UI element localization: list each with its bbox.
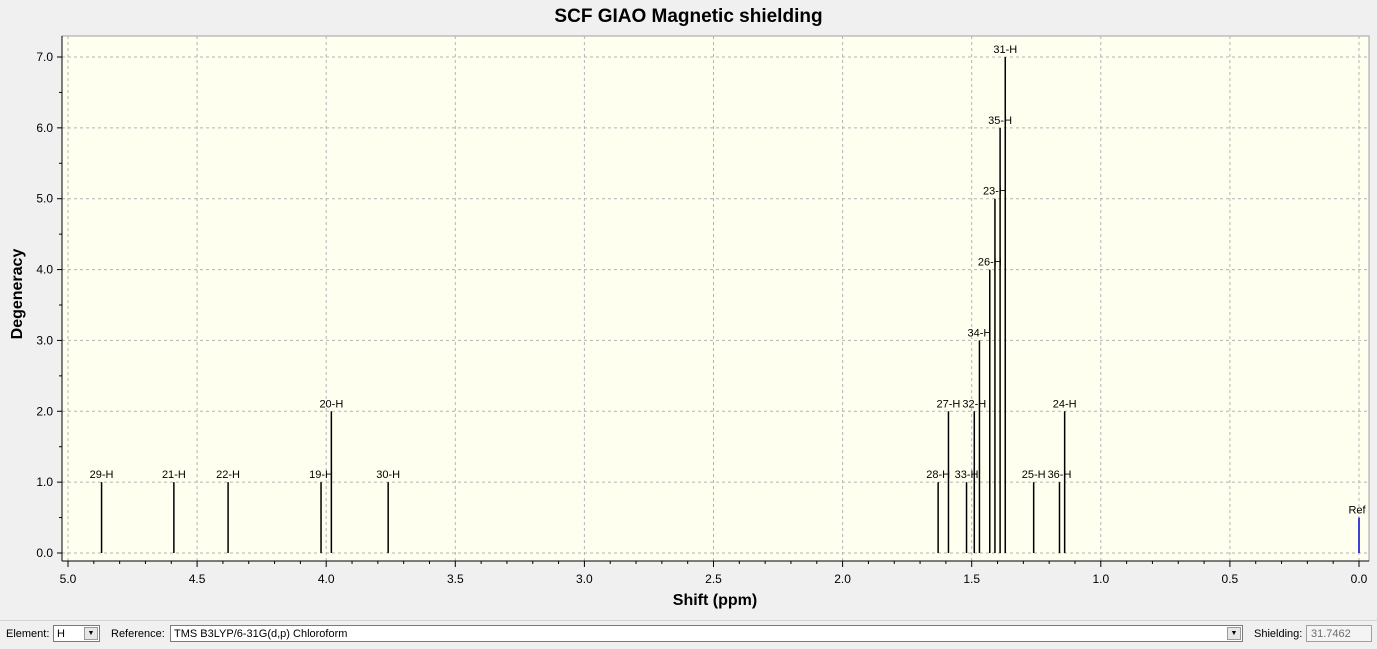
reference-label: Ref <box>1348 505 1366 517</box>
shielding-label: Shielding: <box>1254 628 1303 640</box>
x-tick-label: 0.5 <box>1222 572 1239 586</box>
peak-label: 30-H <box>376 469 400 481</box>
peak-label: 24-H <box>1053 398 1077 410</box>
peak-label: 32-H <box>962 398 986 410</box>
x-axis-label: Shift (ppm) <box>672 592 758 609</box>
y-axis-label: Degeneracy <box>9 248 26 340</box>
peak-label: 19-H <box>309 469 333 481</box>
y-tick-label: 3.0 <box>36 333 53 347</box>
x-tick-label: 3.0 <box>576 572 593 586</box>
y-tick-label: 5.0 <box>36 192 53 206</box>
peak-label: 29-H <box>90 469 114 481</box>
peak-label: 35-H <box>988 115 1012 127</box>
plot-background <box>61 35 1370 562</box>
peak-label: 36-H <box>1048 469 1072 481</box>
x-tick-label: 2.0 <box>834 572 851 586</box>
y-tick-label: 7.0 <box>36 50 53 64</box>
x-tick-label: 1.0 <box>1092 572 1109 586</box>
spectrum-plot: 0.0 1.0 2.0 3.0 4.0 5.0 6.0 7.0 5.0 4.5 4.0 3.5 3.0 2… <box>36 35 1370 586</box>
chart-title: SCF GIAO Magnetic shielding <box>554 6 823 27</box>
y-tick-label: 0.0 <box>36 546 53 560</box>
reference-select[interactable]: TMS B3LYP/6-31G(d,p) Chloroform ▼ <box>170 625 1243 642</box>
x-tick-label: 4.5 <box>189 572 206 586</box>
y-tick-label: 2.0 <box>36 404 53 418</box>
peak-label: 25-H <box>1022 469 1046 481</box>
x-tick-label: 3.5 <box>447 572 464 586</box>
x-tick-label: 4.0 <box>318 572 335 586</box>
bottom-toolbar: Element: H ▼ Reference: TMS B3LYP/6-31G(… <box>0 620 1377 649</box>
peak-label: 26-H <box>978 257 1002 269</box>
shielding-value: 31.7462 <box>1311 628 1351 640</box>
peak-label: 28-H <box>926 469 950 481</box>
element-select[interactable]: H ▼ <box>53 625 100 642</box>
peak-label: 34-H <box>968 327 992 339</box>
peak-label: 21-H <box>162 469 186 481</box>
x-tick-label: 1.5 <box>963 572 980 586</box>
x-tick-label: 2.5 <box>705 572 722 586</box>
element-label: Element: <box>6 628 50 640</box>
y-tick-label: 6.0 <box>36 121 53 135</box>
y-tick-label: 1.0 <box>36 475 53 489</box>
peak-label: 33-H <box>955 469 979 481</box>
peak-label: 22-H <box>216 469 240 481</box>
peak-label: 20-H <box>319 398 343 410</box>
reference-label: Reference: <box>111 628 165 640</box>
spectrum-chart: SCF GIAO Magnetic shielding 0.0 1.0 2.0 3.0… <box>9 6 1370 609</box>
reference-select-value: TMS B3LYP/6-31G(d,p) Chloroform <box>174 628 348 640</box>
peak-label: 27-H <box>937 398 961 410</box>
y-tick-label: 4.0 <box>36 263 53 277</box>
x-tick-label: 5.0 <box>60 572 77 586</box>
x-tick-label: 0.0 <box>1351 572 1368 586</box>
shielding-field: 31.7462 <box>1306 625 1372 642</box>
peak-label: 23-H <box>983 186 1007 198</box>
element-select-value: H <box>57 628 65 640</box>
chevron-down-icon[interactable]: ▼ <box>84 627 98 640</box>
chevron-down-icon[interactable]: ▼ <box>1227 627 1241 640</box>
peak-label: 31-H <box>993 44 1017 56</box>
